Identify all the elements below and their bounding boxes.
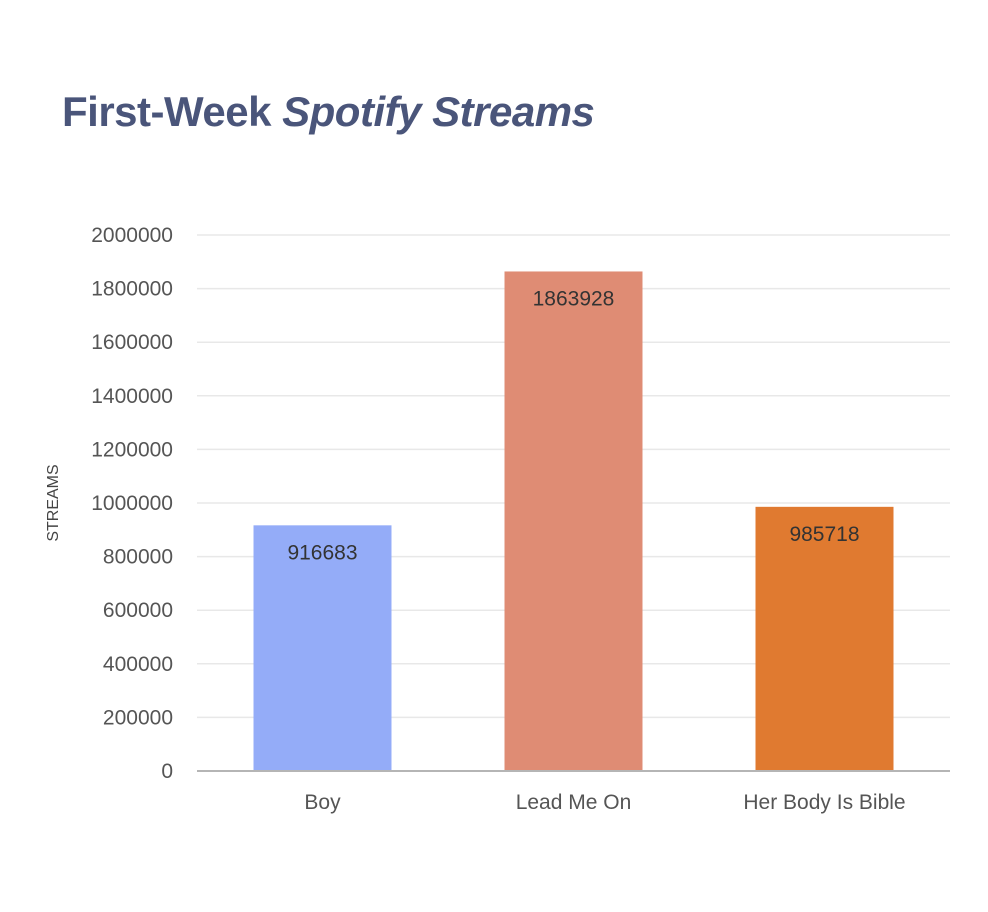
category-labels: Boy Lead Me On Her Body Is Bible [304, 791, 905, 814]
y-tick-label: 400000 [103, 653, 173, 676]
y-tick-label: 0 [161, 760, 173, 783]
y-tick-label: 800000 [103, 546, 173, 569]
y-tick-labels: 0 200000 400000 600000 800000 1000000 1200000 1… [91, 224, 173, 783]
chart-title-main: First-Week [62, 88, 283, 135]
y-tick-label: 1200000 [91, 438, 173, 461]
chart-title: First-Week Spotify Streams [62, 88, 595, 136]
y-tick-label: 1800000 [91, 278, 173, 301]
chart-title-italic: Spotify Streams [282, 88, 595, 135]
data-label: 985718 [789, 523, 859, 546]
data-label: 1863928 [533, 287, 615, 310]
bars [253, 271, 894, 771]
category-label: Lead Me On [516, 791, 632, 814]
y-tick-label: 2000000 [91, 224, 173, 247]
bar-lead-me-on [504, 271, 643, 771]
y-tick-label: 1000000 [91, 492, 173, 515]
y-tick-label: 600000 [103, 599, 173, 622]
y-axis-label: STREAMS [45, 464, 62, 541]
data-label: 916683 [287, 541, 357, 564]
data-labels: 916683 1863928 985718 [287, 287, 859, 564]
category-label: Her Body Is Bible [743, 791, 905, 814]
y-tick-label: 200000 [103, 706, 173, 729]
y-tick-label: 1400000 [91, 385, 173, 408]
bar-her-body-is-bible [755, 506, 894, 771]
category-label: Boy [304, 791, 341, 814]
bar-boy [253, 525, 392, 771]
y-tick-label: 1600000 [91, 331, 173, 354]
